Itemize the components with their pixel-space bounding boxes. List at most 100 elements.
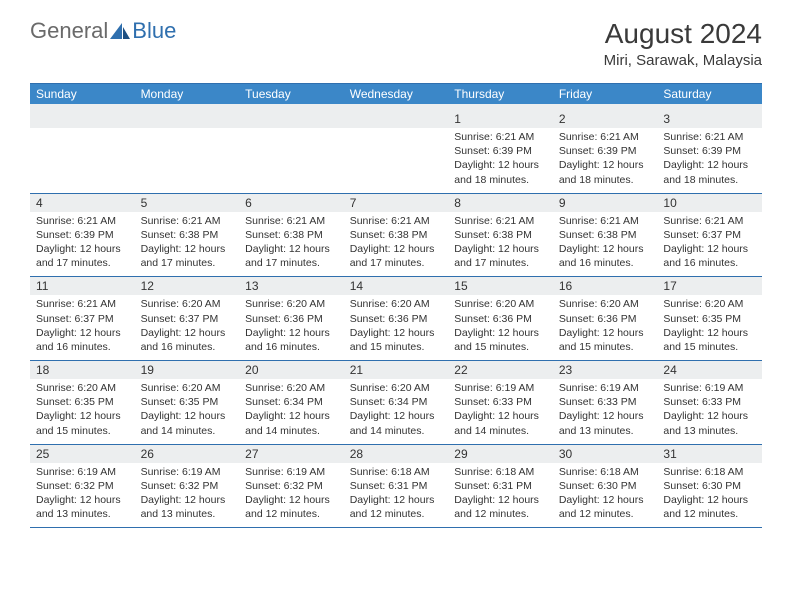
sunrise-text: Sunrise: 6:21 AM <box>559 214 652 228</box>
day-header-row: Sunday Monday Tuesday Wednesday Thursday… <box>30 84 762 104</box>
sunset-text: Sunset: 6:37 PM <box>663 228 756 242</box>
day1-text: Daylight: 12 hours <box>663 242 756 256</box>
daynum-cell: 14 <box>344 277 449 295</box>
daynum-cell: 19 <box>135 361 240 379</box>
weeks-container: 123Sunrise: 6:21 AMSunset: 6:39 PMDaylig… <box>30 110 762 528</box>
sunset-text: Sunset: 6:39 PM <box>559 144 652 158</box>
day-cell: Sunrise: 6:20 AMSunset: 6:35 PMDaylight:… <box>135 379 240 444</box>
day-cell: Sunrise: 6:21 AMSunset: 6:39 PMDaylight:… <box>657 128 762 193</box>
sunrise-text: Sunrise: 6:18 AM <box>663 465 756 479</box>
daynum-cell: 30 <box>553 445 658 463</box>
sunset-text: Sunset: 6:33 PM <box>454 395 547 409</box>
sunset-text: Sunset: 6:38 PM <box>350 228 443 242</box>
day-cell: Sunrise: 6:20 AMSunset: 6:37 PMDaylight:… <box>135 295 240 360</box>
day1-text: Daylight: 12 hours <box>663 493 756 507</box>
sunrise-text: Sunrise: 6:20 AM <box>454 297 547 311</box>
day-cell: Sunrise: 6:21 AMSunset: 6:38 PMDaylight:… <box>553 212 658 277</box>
sunset-text: Sunset: 6:32 PM <box>141 479 234 493</box>
day2-text: and 16 minutes. <box>663 256 756 270</box>
day1-text: Daylight: 12 hours <box>141 326 234 340</box>
day-cell: Sunrise: 6:20 AMSunset: 6:34 PMDaylight:… <box>239 379 344 444</box>
sunset-text: Sunset: 6:36 PM <box>559 312 652 326</box>
daynum-cell: 22 <box>448 361 553 379</box>
day-cell: Sunrise: 6:21 AMSunset: 6:39 PMDaylight:… <box>448 128 553 193</box>
day2-text: and 12 minutes. <box>454 507 547 521</box>
day1-text: Daylight: 12 hours <box>141 242 234 256</box>
sunrise-text: Sunrise: 6:21 AM <box>141 214 234 228</box>
daynum-cell: 11 <box>30 277 135 295</box>
day-cell: Sunrise: 6:19 AMSunset: 6:32 PMDaylight:… <box>135 463 240 528</box>
day2-text: and 17 minutes. <box>141 256 234 270</box>
daynum-cell: 7 <box>344 194 449 212</box>
daynum-row: 45678910 <box>30 194 762 212</box>
sunrise-text: Sunrise: 6:21 AM <box>36 297 129 311</box>
day1-text: Daylight: 12 hours <box>141 409 234 423</box>
day1-text: Daylight: 12 hours <box>36 326 129 340</box>
sunrise-text: Sunrise: 6:21 AM <box>663 130 756 144</box>
day2-text: and 12 minutes. <box>559 507 652 521</box>
sunrise-text: Sunrise: 6:19 AM <box>454 381 547 395</box>
sunset-text: Sunset: 6:30 PM <box>559 479 652 493</box>
day-cell: Sunrise: 6:21 AMSunset: 6:38 PMDaylight:… <box>344 212 449 277</box>
day2-text: and 14 minutes. <box>245 424 338 438</box>
daynum-cell <box>239 110 344 128</box>
sunrise-text: Sunrise: 6:21 AM <box>559 130 652 144</box>
daynum-cell: 29 <box>448 445 553 463</box>
sunrise-text: Sunrise: 6:20 AM <box>350 381 443 395</box>
day-header-cell: Sunday <box>30 84 135 104</box>
sunrise-text: Sunrise: 6:20 AM <box>36 381 129 395</box>
calendar: Sunday Monday Tuesday Wednesday Thursday… <box>30 83 762 528</box>
day2-text: and 15 minutes. <box>350 340 443 354</box>
day-cell: Sunrise: 6:21 AMSunset: 6:39 PMDaylight:… <box>553 128 658 193</box>
sunset-text: Sunset: 6:35 PM <box>663 312 756 326</box>
sunset-text: Sunset: 6:38 PM <box>245 228 338 242</box>
daynum-cell: 1 <box>448 110 553 128</box>
sunset-text: Sunset: 6:33 PM <box>663 395 756 409</box>
daynum-cell: 6 <box>239 194 344 212</box>
day-cell: Sunrise: 6:21 AMSunset: 6:39 PMDaylight:… <box>30 212 135 277</box>
day-header-cell: Thursday <box>448 84 553 104</box>
daynum-cell: 24 <box>657 361 762 379</box>
day1-text: Daylight: 12 hours <box>245 242 338 256</box>
week-block: 25262728293031Sunrise: 6:19 AMSunset: 6:… <box>30 445 762 529</box>
day-cell: Sunrise: 6:20 AMSunset: 6:35 PMDaylight:… <box>30 379 135 444</box>
day2-text: and 14 minutes. <box>350 424 443 438</box>
day1-text: Daylight: 12 hours <box>36 493 129 507</box>
daynum-cell: 16 <box>553 277 658 295</box>
body-row: Sunrise: 6:21 AMSunset: 6:39 PMDaylight:… <box>30 212 762 277</box>
daynum-cell: 31 <box>657 445 762 463</box>
logo-text-general: General <box>30 18 108 44</box>
sunrise-text: Sunrise: 6:18 AM <box>559 465 652 479</box>
day1-text: Daylight: 12 hours <box>559 493 652 507</box>
sunset-text: Sunset: 6:32 PM <box>245 479 338 493</box>
daynum-cell: 13 <box>239 277 344 295</box>
day-cell: Sunrise: 6:19 AMSunset: 6:32 PMDaylight:… <box>239 463 344 528</box>
day1-text: Daylight: 12 hours <box>454 158 547 172</box>
day2-text: and 15 minutes. <box>663 340 756 354</box>
body-row: Sunrise: 6:21 AMSunset: 6:39 PMDaylight:… <box>30 128 762 193</box>
daynum-cell: 18 <box>30 361 135 379</box>
day1-text: Daylight: 12 hours <box>559 326 652 340</box>
sunset-text: Sunset: 6:37 PM <box>141 312 234 326</box>
daynum-cell: 27 <box>239 445 344 463</box>
daynum-cell <box>30 110 135 128</box>
sunset-text: Sunset: 6:38 PM <box>141 228 234 242</box>
day-cell: Sunrise: 6:19 AMSunset: 6:33 PMDaylight:… <box>657 379 762 444</box>
day-header-cell: Tuesday <box>239 84 344 104</box>
location-text: Miri, Sarawak, Malaysia <box>604 52 762 69</box>
daynum-cell: 25 <box>30 445 135 463</box>
week-block: 123Sunrise: 6:21 AMSunset: 6:39 PMDaylig… <box>30 110 762 194</box>
sunrise-text: Sunrise: 6:19 AM <box>245 465 338 479</box>
logo-text-blue: Blue <box>132 18 176 44</box>
day2-text: and 15 minutes. <box>454 340 547 354</box>
day2-text: and 17 minutes. <box>454 256 547 270</box>
day-cell: Sunrise: 6:20 AMSunset: 6:36 PMDaylight:… <box>239 295 344 360</box>
daynum-row: 123 <box>30 110 762 128</box>
day2-text: and 14 minutes. <box>141 424 234 438</box>
daynum-cell: 3 <box>657 110 762 128</box>
day1-text: Daylight: 12 hours <box>245 409 338 423</box>
sunrise-text: Sunrise: 6:18 AM <box>454 465 547 479</box>
day2-text: and 16 minutes. <box>36 340 129 354</box>
sunrise-text: Sunrise: 6:19 AM <box>559 381 652 395</box>
sunrise-text: Sunrise: 6:20 AM <box>245 297 338 311</box>
